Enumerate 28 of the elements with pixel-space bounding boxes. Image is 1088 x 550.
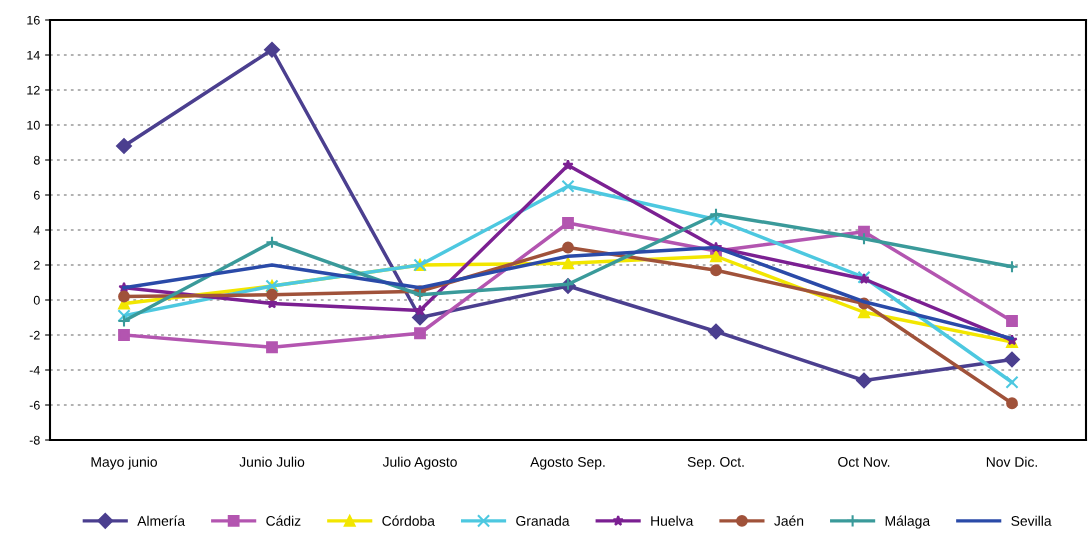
legend-label: Granada	[516, 515, 570, 526]
y-tick-label: 14	[27, 50, 40, 60]
legend-label: Huelva	[651, 515, 694, 526]
y-tick-label: 16	[27, 15, 40, 25]
y-tick-label: 10	[27, 120, 40, 130]
y-tick-label: 4	[33, 225, 40, 235]
y-tick-label: 0	[33, 295, 40, 305]
y-tick-label: 12	[27, 85, 40, 95]
legend-label: Almería	[137, 515, 186, 526]
x-tick-label: Mayo junio	[91, 456, 157, 470]
legend-label: Cádiz	[266, 515, 301, 526]
x-tick-label: Nov Dic.	[986, 456, 1037, 467]
x-tick-label: Junio Julio	[239, 456, 305, 467]
y-tick-label: -6	[29, 400, 40, 410]
legend-label: Málaga	[885, 515, 931, 529]
legend-label: Jaén	[774, 515, 804, 526]
x-tick-label: Oct Nov.	[838, 457, 890, 467]
y-tick-label: 2	[33, 260, 40, 270]
y-tick-label: 6	[33, 190, 40, 200]
legend-label: Córdoba	[382, 515, 435, 526]
y-tick-label: -8	[29, 435, 40, 445]
x-tick-label: Julio Agosto	[382, 456, 457, 470]
x-tick-label: Sep. Oct.	[687, 457, 744, 470]
y-tick-label: -2	[29, 330, 40, 340]
legend-label: Sevilla	[1011, 515, 1052, 526]
y-tick-label: 8	[33, 155, 40, 165]
x-tick-label: Agosto Sep.	[530, 457, 605, 470]
y-tick-label: -4	[29, 365, 40, 375]
